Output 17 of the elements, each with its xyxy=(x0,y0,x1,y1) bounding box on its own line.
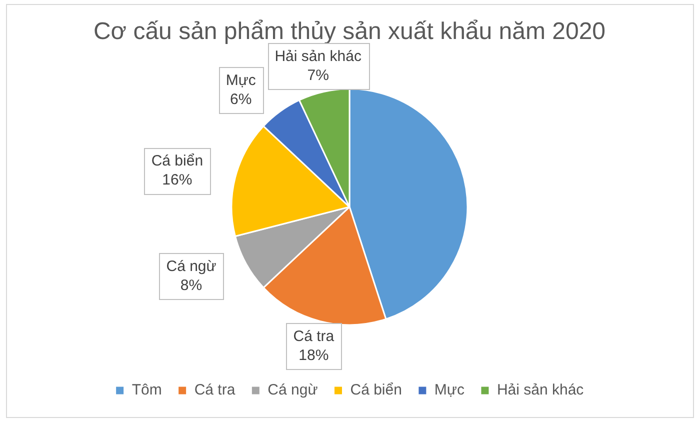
slice-label: Cá tra xyxy=(293,328,335,346)
legend-label: Cá ngừ xyxy=(268,382,318,399)
slice-label: Cá biển xyxy=(151,152,204,170)
legend-label: Mực xyxy=(434,382,465,399)
data-label: 18% xyxy=(298,347,329,364)
legend-label: Cá tra xyxy=(194,382,236,399)
legend-label: Tôm xyxy=(132,382,162,399)
chart-title: Cơ cấu sản phẩm thủy sản xuất khẩu năm 2020 xyxy=(93,18,606,46)
legend-label: Cá biển xyxy=(350,382,402,399)
slice-label: Mực xyxy=(226,72,256,90)
data-label: 6% xyxy=(230,91,252,108)
slice-label: Cá ngừ xyxy=(166,258,216,275)
data-label: 16% xyxy=(162,172,192,189)
legend-label: Hải sản khác xyxy=(496,382,584,399)
slice-label: Hải sản khác xyxy=(274,48,362,66)
data-label: 7% xyxy=(307,67,329,84)
data-label: 8% xyxy=(180,276,202,294)
